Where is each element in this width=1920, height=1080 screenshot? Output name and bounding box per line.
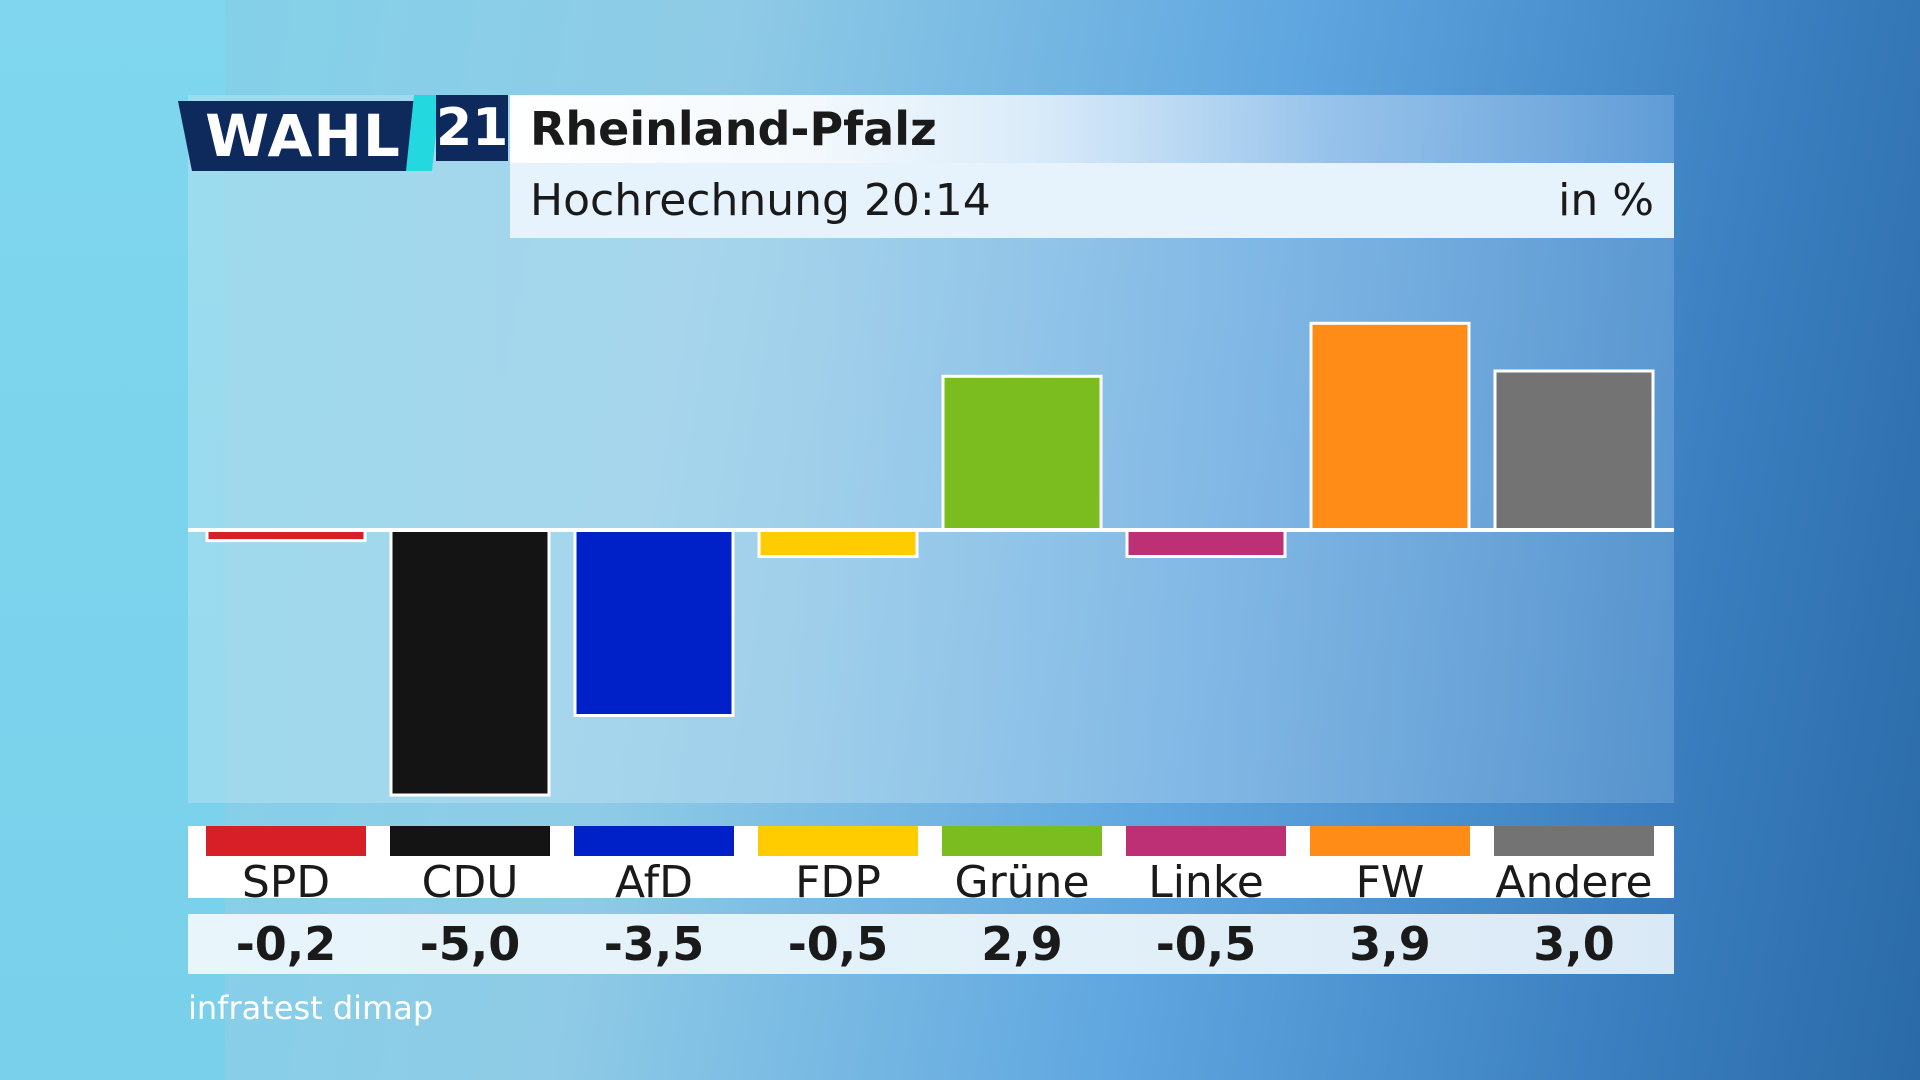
bar-cdu [389,528,551,797]
party-value-linke: -0,5 [1155,917,1257,971]
swatch-fw [1310,826,1470,856]
party-value-spd: -0,2 [235,917,337,971]
party-label-spd: SPD [241,857,331,908]
party-label-andere: Andere [1495,857,1653,908]
party-value-fw: 3,9 [1349,917,1431,971]
source-label: infratest dimap [188,989,434,1027]
swatch-linke [1126,826,1286,856]
swatch-cdu [390,826,550,856]
bar-afd [573,528,735,717]
party-value-andere: 3,0 [1533,917,1615,971]
party-label-afd: AfD [615,857,693,908]
background-stripe [0,0,225,1080]
bar-fdp [757,528,919,558]
party-value-fdp: -0,5 [787,917,889,971]
bar-gr-ne [941,374,1103,532]
bar-linke [1125,528,1287,558]
party-value-cdu: -5,0 [419,917,521,971]
swatch-afd [574,826,734,856]
logo-year: 21 [436,95,508,161]
party-value-afd: -3,5 [603,917,705,971]
wahl-logo: WAHL 21 [178,95,508,171]
swatch-gr-ne [942,826,1102,856]
party-label-fdp: FDP [795,857,881,908]
party-value-panel [188,914,1674,974]
bar-fw [1309,321,1471,532]
swatch-andere [1494,826,1654,856]
party-label-cdu: CDU [421,857,519,908]
party-label-fw: FW [1355,857,1425,908]
logo-word: WAHL [178,101,428,171]
swatch-spd [206,826,366,856]
party-label-gr-ne: Grüne [954,857,1090,908]
party-label-linke: Linke [1148,857,1264,908]
party-value-gr-ne: 2,9 [981,917,1063,971]
bar-andere [1493,369,1655,532]
title-bar: Rheinland-Pfalz [510,95,1674,163]
swatch-fdp [758,826,918,856]
chart-subtitle: Hochrechnung 20:14 [530,175,991,226]
subtitle-bar: Hochrechnung 20:14 in % [510,163,1674,238]
chart-title: Rheinland-Pfalz [530,102,937,156]
unit-label: in % [1558,175,1654,226]
